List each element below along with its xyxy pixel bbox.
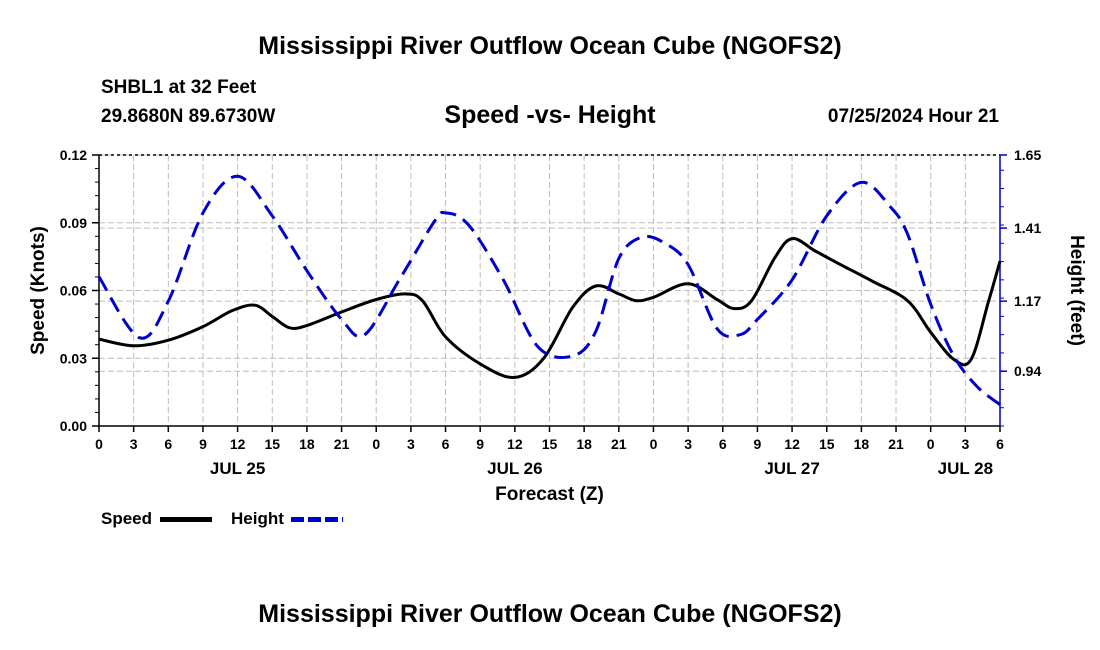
x-tick-label: 0 bbox=[372, 436, 380, 452]
series-line-speed bbox=[98, 237, 1002, 379]
x-tick-label: 15 bbox=[264, 436, 280, 452]
y2-tick-label: 1.17 bbox=[1014, 293, 1041, 309]
y2-axis-title: Height (feet) bbox=[1066, 235, 1087, 346]
x-tick-label: 9 bbox=[476, 436, 484, 452]
x-tick-label: 12 bbox=[230, 436, 246, 452]
forecast-datetime: 07/25/2024 Hour 21 bbox=[827, 106, 999, 127]
y-axis-title: Speed (Knots) bbox=[28, 226, 49, 355]
station-coordinates: 29.8680N 89.6730W bbox=[101, 106, 276, 127]
x-tick-label: 18 bbox=[854, 436, 870, 452]
legend-speed-label: Speed bbox=[101, 509, 153, 528]
chart-footer-title: Mississippi River Outflow Ocean Cube (NG… bbox=[258, 600, 842, 628]
x-tick-label: 3 bbox=[684, 436, 692, 452]
legend-height-label: Height bbox=[231, 509, 284, 528]
x-tick-label: 0 bbox=[650, 436, 658, 452]
x-date-label: JUL 25 bbox=[210, 459, 265, 478]
x-tick-label: 6 bbox=[719, 436, 727, 452]
y-tick-label: 0.12 bbox=[60, 147, 87, 163]
x-tick-label: 21 bbox=[888, 436, 904, 452]
y-tick-label: 0.03 bbox=[60, 350, 87, 366]
station-label: SHBL1 at 32 Feet bbox=[101, 77, 257, 98]
x-tick-label: 18 bbox=[576, 436, 592, 452]
x-tick-label: 12 bbox=[507, 436, 523, 452]
y2-tick-label: 1.41 bbox=[1014, 220, 1041, 236]
x-date-label: JUL 27 bbox=[764, 459, 819, 478]
x-tick-label: 3 bbox=[407, 436, 415, 452]
x-axis-title: Forecast (Z) bbox=[495, 484, 604, 505]
x-tick-label: 21 bbox=[334, 436, 350, 452]
x-tick-label: 21 bbox=[611, 436, 627, 452]
legend-height-swatch bbox=[291, 517, 343, 522]
x-tick-label: 15 bbox=[542, 436, 558, 452]
x-tick-label: 9 bbox=[754, 436, 762, 452]
x-tick-label: 12 bbox=[784, 436, 800, 452]
legend-speed-swatch bbox=[160, 517, 212, 522]
x-tick-label: 6 bbox=[996, 436, 1004, 452]
chart-subtitle: Speed -vs- Height bbox=[444, 101, 656, 129]
x-tick-label: 0 bbox=[95, 436, 103, 452]
x-tick-label: 18 bbox=[299, 436, 315, 452]
x-tick-label: 6 bbox=[164, 436, 172, 452]
x-date-label: JUL 28 bbox=[938, 459, 993, 478]
x-tick-label: 3 bbox=[130, 436, 138, 452]
x-tick-label: 9 bbox=[199, 436, 207, 452]
chart-main-title: Mississippi River Outflow Ocean Cube (NG… bbox=[258, 32, 842, 60]
y-tick-label: 0.00 bbox=[60, 418, 87, 434]
y2-tick-label: 0.94 bbox=[1014, 363, 1041, 379]
y-tick-label: 0.09 bbox=[60, 215, 87, 231]
y2-tick-label: 1.65 bbox=[1014, 147, 1041, 163]
y-tick-label: 0.06 bbox=[60, 283, 87, 299]
x-date-label: JUL 26 bbox=[487, 459, 542, 478]
x-tick-label: 0 bbox=[927, 436, 935, 452]
x-tick-label: 3 bbox=[961, 436, 969, 452]
x-tick-label: 6 bbox=[442, 436, 450, 452]
series-line-height bbox=[97, 174, 1001, 406]
x-tick-label: 15 bbox=[819, 436, 835, 452]
